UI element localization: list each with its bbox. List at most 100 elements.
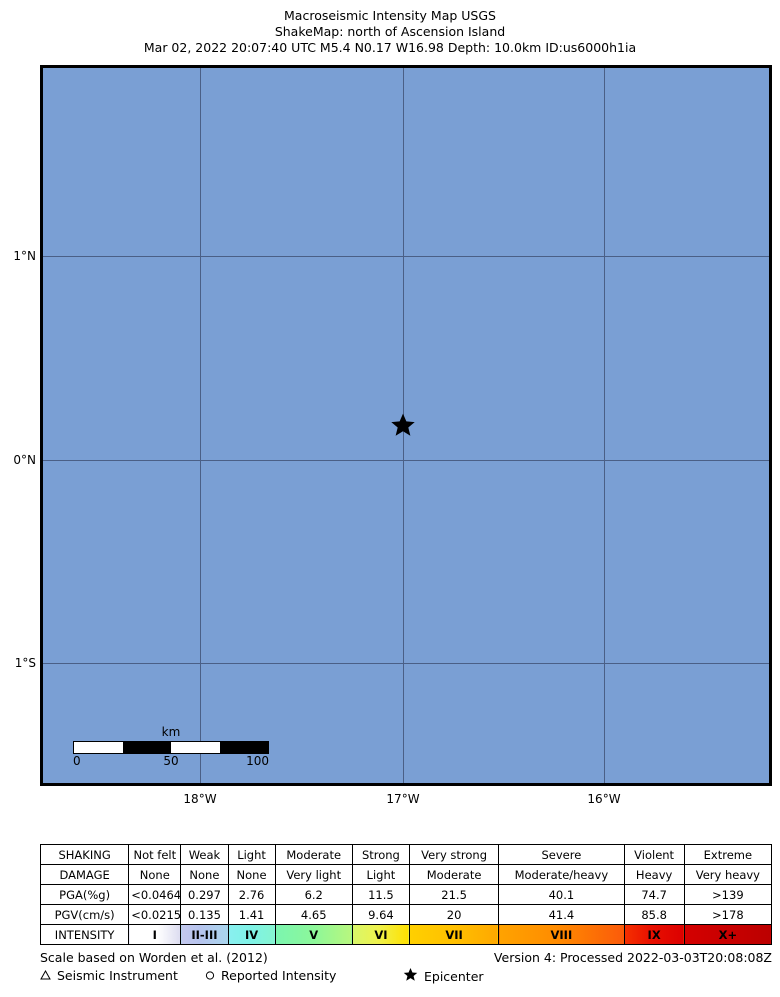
legend-cell: Light: [351, 864, 410, 885]
latitude-tick-label: 1°N: [13, 249, 36, 263]
scale-bar-units: km: [161, 725, 181, 739]
legend-cell: Very light: [274, 864, 353, 885]
legend-cell: Weak: [180, 844, 229, 865]
gridline-latitude: [43, 256, 769, 257]
legend-row-header: INTENSITY: [39, 924, 130, 945]
footer-symbol-label: Seismic Instrument: [57, 968, 178, 983]
legend-cell: Strong: [351, 844, 410, 865]
scale-bar-tick-label: 50: [163, 754, 179, 768]
intensity-swatch-vi: VI: [351, 924, 410, 945]
scale-bar-segment: [122, 742, 171, 753]
intensity-roman-label: I: [152, 927, 157, 942]
legend-cell: Heavy: [623, 864, 685, 885]
legend-row-header: PGV(cm/s): [39, 904, 130, 925]
legend-cell: 1.41: [227, 904, 276, 925]
gridline-longitude: [200, 68, 201, 783]
intensity-swatch-iv: IV: [227, 924, 276, 945]
intensity-roman-label: II-III: [191, 927, 218, 942]
intensity-scale-row: INTENSITY I II-III IV V VI VII VIII IX X+: [39, 924, 773, 945]
star-icon: [403, 967, 418, 986]
legend-cell: >178: [683, 904, 773, 925]
legend-cell: Moderate: [274, 844, 353, 865]
legend-cell: None: [180, 864, 229, 885]
scale-bar-ticks: 0 50 100: [73, 754, 269, 770]
title-line-3: Mar 02, 2022 20:07:40 UTC M5.4 N0.17 W16…: [143, 40, 637, 55]
intensity-swatch-viii: VIII: [498, 924, 625, 945]
scale-bar-segment: [171, 742, 220, 753]
scale-bar-tick-label: 0: [73, 754, 81, 768]
legend-row-header: DAMAGE: [39, 864, 130, 885]
legend-cell: <0.0464: [128, 884, 182, 905]
scale-bar-segment: [74, 742, 123, 753]
legend-cell: 0.135: [180, 904, 229, 925]
shakemap-map[interactable]: km 0 50 100: [40, 65, 772, 786]
latitude-tick-label: 0°N: [13, 453, 36, 467]
legend-cell: 6.2: [274, 884, 353, 905]
longitude-tick-label: 18°W: [183, 792, 217, 806]
legend-cell: Severe: [498, 844, 625, 865]
footer-symbol-label: Epicenter: [424, 969, 484, 984]
legend-cell: Extreme: [683, 844, 773, 865]
legend-row: SHAKING Not felt Weak Light Moderate Strong Ve…: [39, 844, 773, 865]
gridline-latitude: [43, 663, 769, 664]
legend-cell: 85.8: [623, 904, 685, 925]
intensity-roman-label: X+: [718, 927, 738, 942]
intensity-roman-label: IV: [244, 927, 259, 942]
legend-row: PGV(cm/s) <0.0215 0.135 1.41 4.65 9.64 20 41.4 8…: [39, 904, 773, 925]
circle-outline-icon: [205, 967, 215, 984]
legend-cell: 40.1: [498, 884, 625, 905]
version-processed-text: Version 4: Processed 2022-03-03T20:08:08…: [493, 950, 772, 965]
intensity-legend-table: SHAKING Not felt Weak Light Moderate Strong Ve…: [39, 844, 773, 945]
title-line-2: ShakeMap: north of Ascension Island: [274, 24, 506, 39]
page-title: Macroseismic Intensity Map USGS ShakeMap…: [0, 8, 780, 56]
intensity-roman-label: VIII: [550, 927, 573, 942]
gridline-latitude: [43, 460, 769, 461]
footer-symbol-item: Epicenter: [403, 967, 484, 986]
intensity-swatch-xplus: X+: [683, 924, 773, 945]
legend-cell: Moderate/heavy: [498, 864, 625, 885]
map-footer: Scale based on Worden et al. (2012) Vers…: [40, 950, 780, 985]
legend-cell: Not felt: [128, 844, 182, 865]
scale-bar-segment: [219, 742, 268, 753]
legend-cell: None: [227, 864, 276, 885]
legend-cell: 0.297: [180, 884, 229, 905]
legend-cell: Light: [227, 844, 276, 865]
legend-row: DAMAGE None None None Very light Light Moderat…: [39, 864, 773, 885]
intensity-roman-label: VII: [445, 927, 463, 942]
longitude-tick-label: 17°W: [386, 792, 420, 806]
longitude-tick-label: 16°W: [587, 792, 621, 806]
intensity-swatch-i: I: [128, 924, 182, 945]
scale-bar-tick-label: 100: [246, 754, 269, 768]
title-line-1: Macroseismic Intensity Map USGS: [284, 8, 496, 23]
intensity-swatch-v: V: [274, 924, 353, 945]
legend-cell: 9.64: [351, 904, 410, 925]
legend-cell: 20: [408, 904, 500, 925]
intensity-roman-label: IX: [647, 927, 661, 942]
legend-cell: None: [128, 864, 182, 885]
latitude-tick-label: 1°S: [14, 656, 36, 670]
triangle-outline-icon: [40, 967, 51, 984]
intensity-roman-label: V: [309, 927, 319, 942]
legend-cell: 74.7: [623, 884, 685, 905]
footer-symbol-item: Seismic Instrument: [40, 967, 178, 984]
intensity-swatch-ii-iii: II-III: [180, 924, 229, 945]
scale-bar-segments: [73, 741, 269, 754]
intensity-swatch-vii: VII: [408, 924, 500, 945]
intensity-swatch-ix: IX: [623, 924, 685, 945]
legend-cell: 4.65: [274, 904, 353, 925]
map-scale-bar: km 0 50 100: [73, 726, 269, 770]
footer-symbol-label: Reported Intensity: [221, 968, 337, 983]
legend-cell: Very heavy: [683, 864, 773, 885]
epicenter-star-icon[interactable]: [390, 412, 416, 438]
legend-cell: Moderate: [408, 864, 500, 885]
legend-row: PGA(%g) <0.0464 0.297 2.76 6.2 11.5 21.5 40.1 74…: [39, 884, 773, 905]
legend-row-header: SHAKING: [39, 844, 130, 865]
legend-row-header: PGA(%g): [39, 884, 130, 905]
intensity-roman-label: VI: [374, 927, 388, 942]
legend-cell: 2.76: [227, 884, 276, 905]
legend-cell: <0.0215: [128, 904, 182, 925]
gridline-longitude: [604, 68, 605, 783]
legend-cell: 41.4: [498, 904, 625, 925]
legend-cell: Violent: [623, 844, 685, 865]
footer-symbol-item: Reported Intensity: [205, 967, 336, 984]
